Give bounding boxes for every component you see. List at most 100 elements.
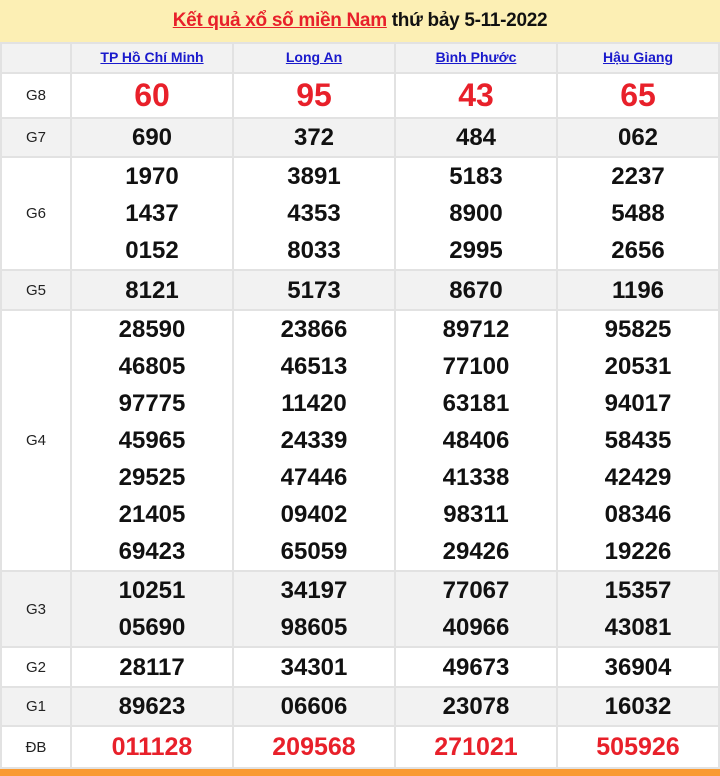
- prize-number: 46513: [280, 353, 348, 380]
- prize-number: 11420: [281, 390, 347, 417]
- prize-cell: 5183 8900 2995: [394, 156, 558, 271]
- prize-number: 372: [293, 124, 335, 151]
- prize-number: 19226: [604, 538, 672, 565]
- prize-number: 89623: [118, 693, 186, 720]
- prize-number: 34301: [280, 653, 348, 681]
- prize-number: 16032: [604, 693, 672, 720]
- prize-cell: 505926: [556, 725, 720, 769]
- province-link[interactable]: Bình Phước: [435, 49, 517, 65]
- prize-number: 28590: [118, 316, 186, 343]
- prize-number: 21405: [118, 501, 186, 528]
- prize-number: 0152: [125, 237, 179, 264]
- prize-number: 41338: [442, 464, 510, 491]
- prize-number: 23078: [442, 693, 510, 720]
- prize-cell: 23078: [394, 686, 558, 727]
- prize-number: 15357: [604, 577, 672, 604]
- prize-cell: 34197 98605: [232, 570, 396, 648]
- prize-number: 60: [134, 77, 170, 113]
- prize-number: 062: [617, 124, 659, 151]
- prize-number: 34197: [280, 577, 348, 604]
- prize-cell: 10251 05690: [70, 570, 234, 648]
- province-link[interactable]: Long An: [285, 49, 343, 65]
- prize-number: 06606: [280, 693, 348, 720]
- prize-row: G6 1970 1437 0152 3891 4353 8033 5183 8900 2995 22…: [0, 156, 720, 271]
- prize-cell: 43: [394, 72, 558, 119]
- province-header: TP Hồ Chí Minh: [70, 42, 234, 74]
- prize-label: G5: [0, 269, 72, 311]
- prize-number: 1196: [611, 276, 665, 304]
- prize-number: 47446: [280, 464, 348, 491]
- prize-row: G7 690 372 484 062: [0, 117, 720, 158]
- province-header: Long An: [232, 42, 396, 74]
- prize-cell: 15357 43081: [556, 570, 720, 648]
- prize-row: G2 28117 34301 49673 36904: [0, 646, 720, 688]
- province-link[interactable]: Hậu Giang: [602, 49, 673, 65]
- prize-number: 40966: [442, 614, 510, 641]
- prize-number: 89712: [442, 316, 510, 343]
- results-table: TP Hồ Chí Minh Long An Bình Phước Hậu Giang…: [0, 42, 720, 769]
- prize-number: 94017: [604, 390, 672, 417]
- prize-number: 2237: [611, 163, 665, 190]
- prize-number: 8900: [449, 200, 503, 227]
- prize-number: 209568: [272, 732, 356, 761]
- prize-cell: 1970 1437 0152: [70, 156, 234, 271]
- prize-number: 95825: [604, 316, 672, 343]
- prize-label: G4: [0, 309, 72, 572]
- prize-number: 10251: [118, 577, 186, 604]
- results-link[interactable]: Kết quả xổ số miền Nam: [172, 10, 387, 31]
- prize-cell: 95: [232, 72, 396, 119]
- date-text: thứ bảy 5-11-2022: [386, 10, 548, 31]
- prize-number: 20531: [604, 353, 672, 380]
- prize-cell: 89623: [70, 686, 234, 727]
- prize-label: G1: [0, 686, 72, 727]
- prize-row: G3 10251 05690 34197 98605 77067 40966 15357 430…: [0, 570, 720, 648]
- prize-cell: 28590 46805 97775 45965 29525 21405 69423: [70, 309, 234, 572]
- prize-cell: 23866 46513 11420 24339 47446 09402 65059: [232, 309, 396, 572]
- province-header: Bình Phước: [394, 42, 558, 74]
- prize-cell: 34301: [232, 646, 396, 688]
- province-link[interactable]: TP Hồ Chí Minh: [100, 49, 204, 65]
- prize-cell: 372: [232, 117, 396, 158]
- prize-cell: 65: [556, 72, 720, 119]
- prize-cell: 16032: [556, 686, 720, 727]
- prize-number: 36904: [604, 653, 672, 681]
- prize-number: 05690: [118, 614, 186, 641]
- prize-number: 58435: [604, 427, 672, 454]
- prize-cell: 2237 5488 2656: [556, 156, 720, 271]
- prize-cell: 8670: [394, 269, 558, 311]
- prize-number: 8670: [449, 276, 503, 304]
- prize-number: 77100: [442, 353, 510, 380]
- prize-number: 65059: [280, 538, 348, 565]
- prize-number: 95: [296, 77, 332, 113]
- prize-row: G8 60 95 43 65: [0, 72, 720, 119]
- prize-number: 8033: [287, 237, 341, 264]
- prize-cell: 06606: [232, 686, 396, 727]
- prize-cell: 8121: [70, 269, 234, 311]
- prize-number: 09402: [280, 501, 348, 528]
- prize-number: 2656: [611, 237, 665, 264]
- prize-cell: 1196: [556, 269, 720, 311]
- prize-label: G2: [0, 646, 72, 688]
- prize-cell: 690: [70, 117, 234, 158]
- prize-number: 98605: [280, 614, 348, 641]
- prize-label: G8: [0, 72, 72, 119]
- prize-number: 77067: [442, 577, 510, 604]
- prize-label: G7: [0, 117, 72, 158]
- prize-number: 48406: [442, 427, 510, 454]
- prize-cell: 062: [556, 117, 720, 158]
- prize-number: 08346: [604, 501, 672, 528]
- page-title: Kết quả xổ số miền Nam thứ bảy 5-11-2022: [0, 0, 720, 42]
- prize-row: G4 28590 46805 97775 45965 29525 21405 69423 238…: [0, 309, 720, 572]
- prize-number: 49673: [442, 653, 510, 681]
- prize-number: 484: [455, 124, 497, 151]
- footer-bar: [0, 769, 720, 776]
- prize-number: 1970: [125, 163, 179, 190]
- prize-label: ĐB: [0, 725, 72, 769]
- prize-number: 29525: [118, 464, 186, 491]
- prize-number: 65: [620, 77, 656, 113]
- prize-number: 43081: [604, 614, 672, 641]
- prize-cell: 3891 4353 8033: [232, 156, 396, 271]
- prize-number: 5488: [611, 200, 665, 227]
- prize-cell: 484: [394, 117, 558, 158]
- prize-number: 2995: [449, 237, 503, 264]
